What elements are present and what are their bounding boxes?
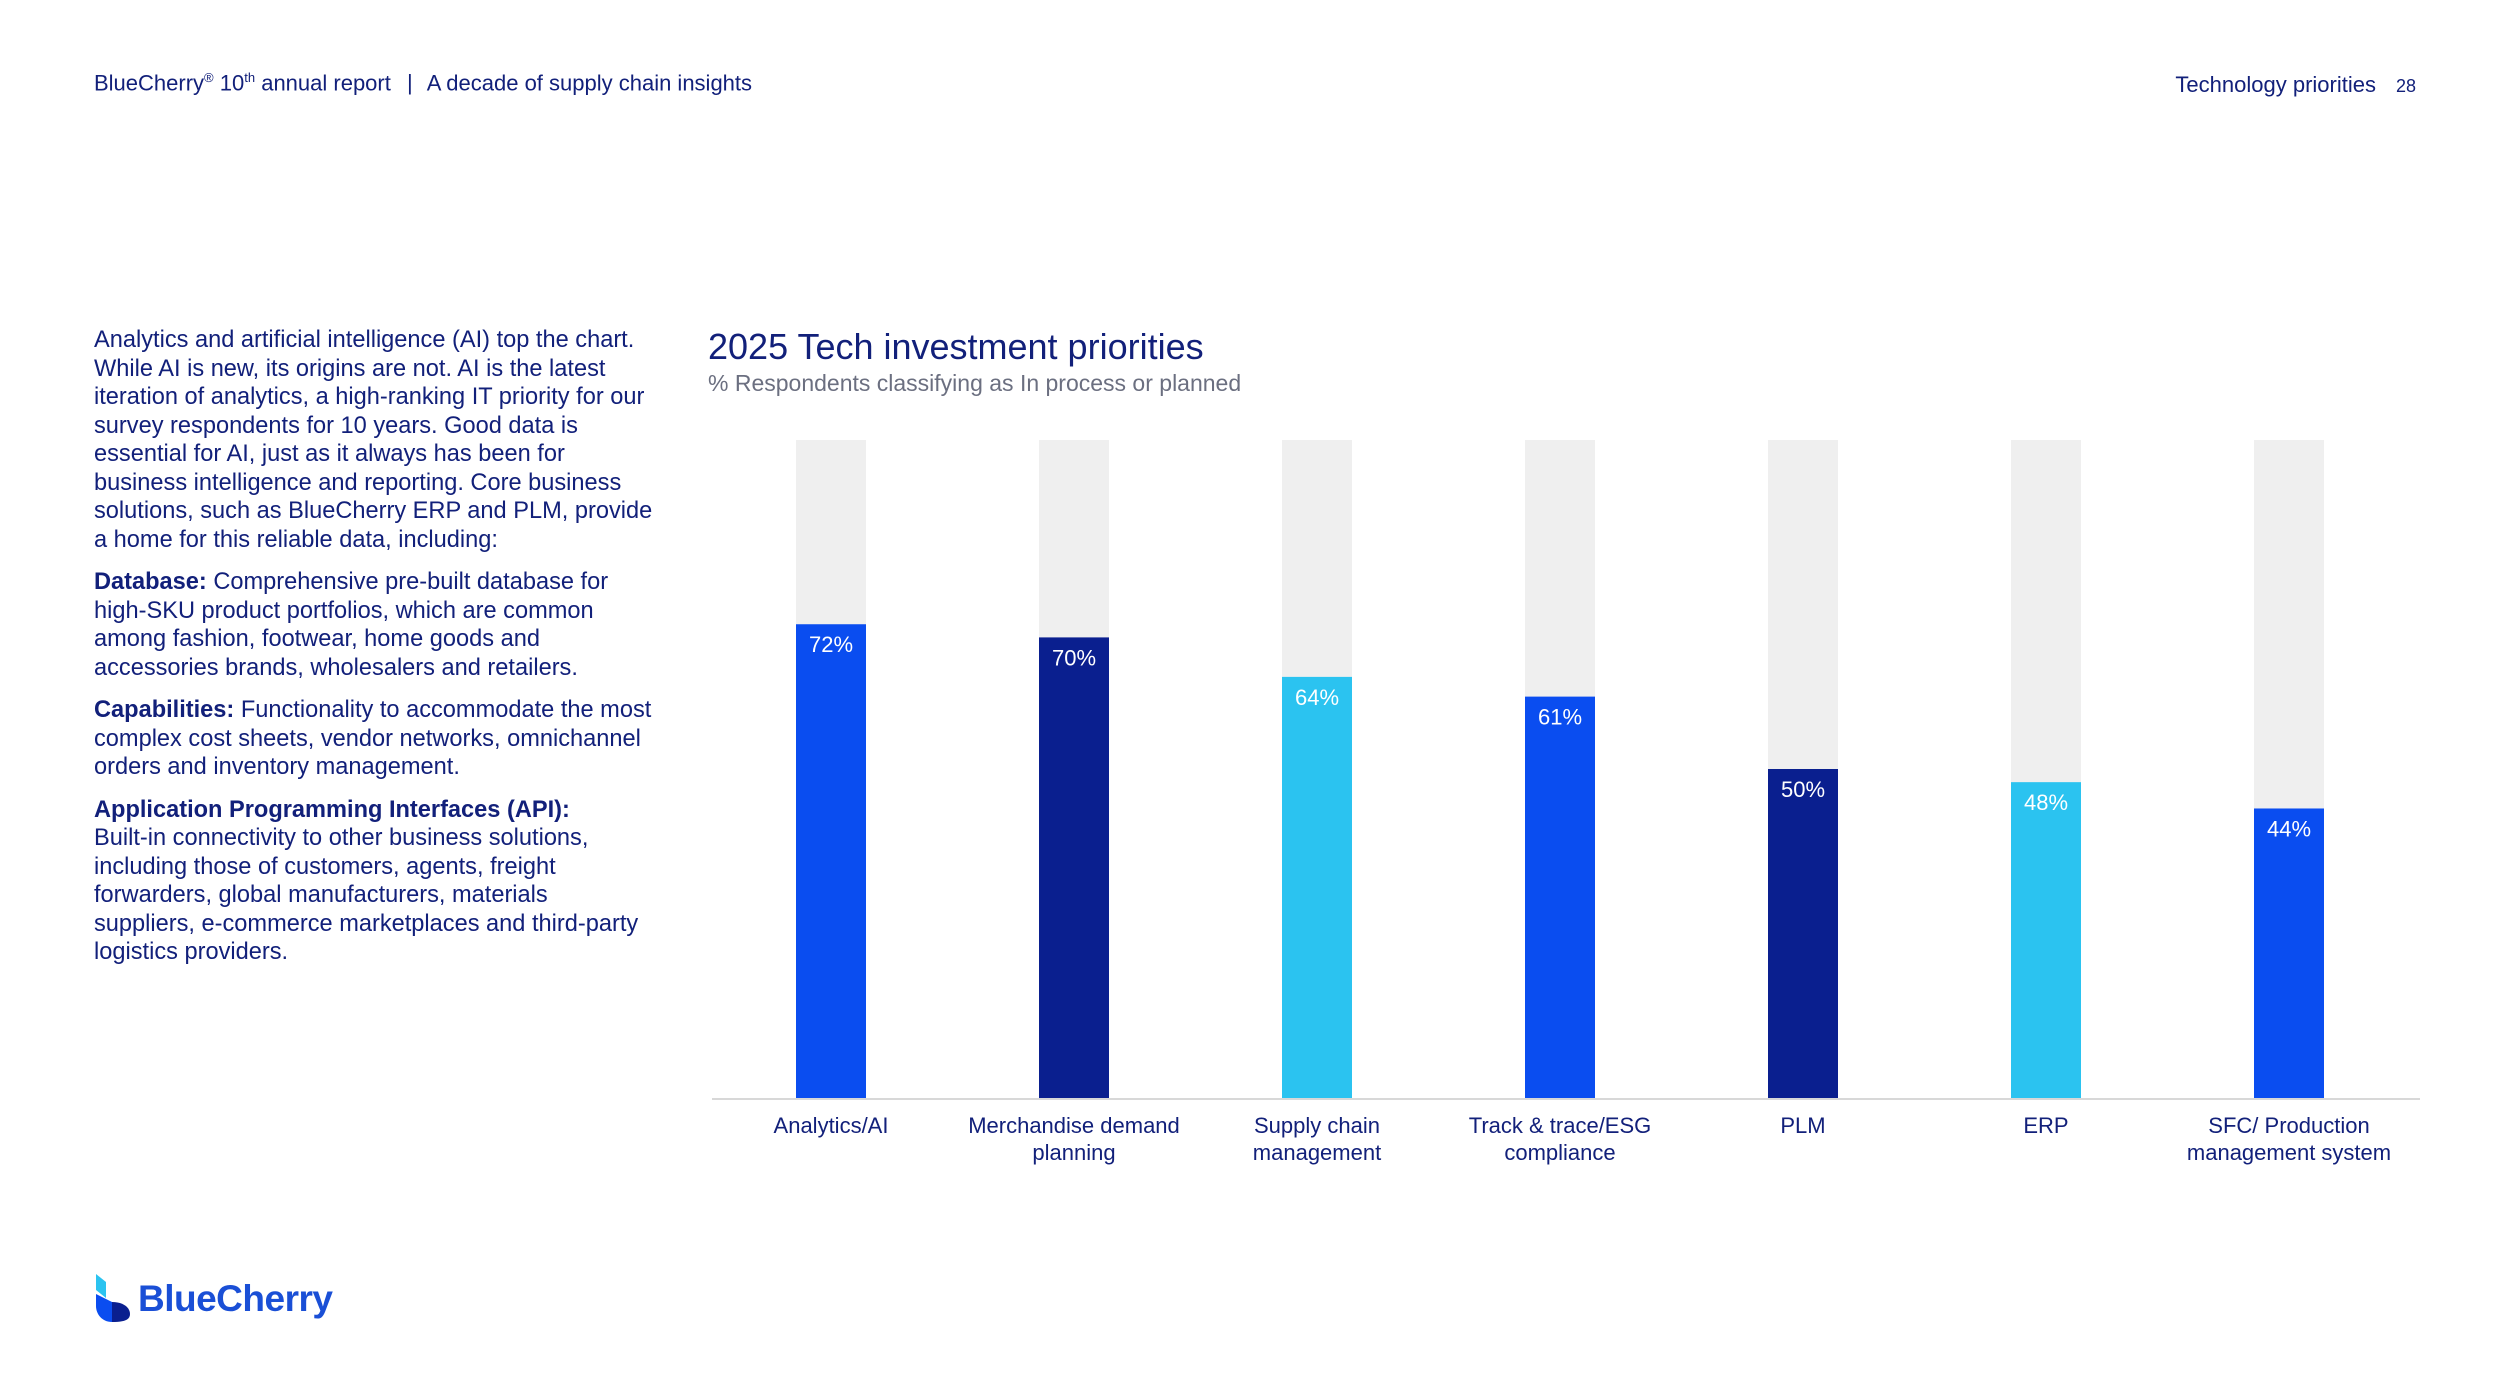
bar bbox=[1282, 676, 1352, 1098]
data-label: 50% bbox=[1781, 777, 1825, 802]
report-suffix: th bbox=[244, 70, 256, 85]
data-label: 48% bbox=[2024, 790, 2068, 815]
item-text: Built-in connectivity to other business … bbox=[94, 825, 639, 965]
report-label: annual report bbox=[255, 70, 391, 96]
category-label: Supply chain management bbox=[1253, 1113, 1381, 1165]
body-item-api: Application Programming Interfaces (API)… bbox=[94, 796, 654, 967]
bar bbox=[2011, 782, 2081, 1098]
category-label: SFC/ Production management system bbox=[2187, 1113, 2391, 1165]
bar bbox=[1039, 637, 1109, 1098]
page-number: 28 bbox=[2395, 76, 2416, 96]
bar bbox=[1768, 769, 1838, 1098]
bluecherry-logo: BlueCherry bbox=[92, 1272, 333, 1326]
section-title: Technology priorities bbox=[2175, 72, 2376, 97]
bar bbox=[796, 624, 866, 1098]
data-label: 70% bbox=[1052, 645, 1096, 670]
chart-title: 2025 Tech investment priorities bbox=[708, 326, 1204, 367]
data-label: 44% bbox=[2267, 816, 2311, 841]
brand-name: BlueCherry bbox=[94, 70, 205, 96]
report-number: 10 bbox=[219, 70, 245, 96]
registered-mark: ® bbox=[204, 70, 214, 85]
item-term: Database: bbox=[94, 569, 207, 595]
category-label: ERP bbox=[2023, 1113, 2068, 1138]
body-item-capabilities: Capabilities: Functionality to accommoda… bbox=[94, 696, 654, 782]
item-term: Capabilities: bbox=[94, 697, 235, 723]
category-label: Merchandise demand planning bbox=[968, 1113, 1180, 1165]
category-label: Analytics/AI bbox=[774, 1113, 889, 1138]
data-label: 72% bbox=[809, 632, 853, 657]
bar bbox=[1525, 696, 1595, 1098]
category-label: PLM bbox=[1780, 1113, 1825, 1138]
item-term: Application Programming Interfaces (API)… bbox=[94, 796, 570, 823]
chart-subtitle: % Respondents classifying as In process … bbox=[708, 370, 1242, 396]
bar-chart: 72% Analytics/AI 70% Merchandise demand plan… bbox=[712, 440, 2420, 1165]
bluecherry-logo-icon bbox=[96, 1274, 130, 1322]
report-subtitle: A decade of supply chain insights bbox=[426, 70, 753, 96]
item-text: Comprehensive pre-built database for hig… bbox=[94, 569, 609, 681]
logo-text: BlueCherry bbox=[138, 1278, 333, 1319]
category-label: Track & trace/ESG compliance bbox=[1469, 1113, 1652, 1165]
data-label: 61% bbox=[1538, 705, 1582, 730]
bar bbox=[2254, 808, 2324, 1098]
body-text: Analytics and artificial intelligence (A… bbox=[94, 326, 654, 981]
report-header: BlueCherry® 10th annual report | A decade… bbox=[94, 70, 752, 96]
data-label: 64% bbox=[1295, 685, 1339, 710]
header-separator: | bbox=[406, 70, 413, 96]
section-header: Technology priorities 28 bbox=[2175, 72, 2416, 98]
body-item-database: Database: Comprehensive pre-built databa… bbox=[94, 568, 654, 682]
item-text: Functionality to accommodate the most co… bbox=[94, 697, 652, 780]
intro-paragraph: Analytics and artificial intelligence (A… bbox=[94, 327, 653, 553]
